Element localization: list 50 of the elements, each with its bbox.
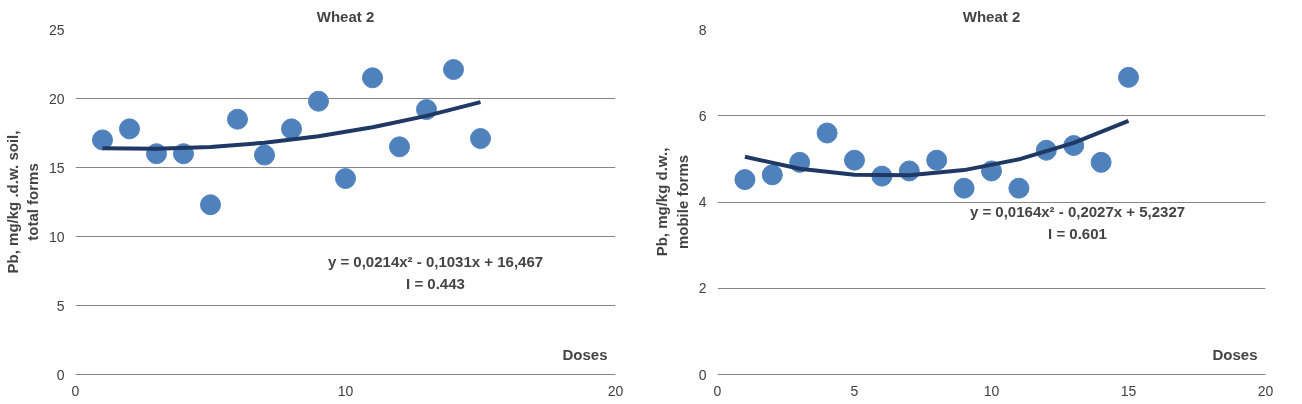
x-tick-label: 20 (1257, 382, 1274, 399)
point (926, 149, 948, 171)
point (200, 194, 221, 216)
annotation: I = 0.443 (406, 274, 465, 292)
y-tick-label: 4 (698, 194, 707, 210)
y-tick-label: 20 (48, 90, 65, 107)
y-tick-label: 0 (56, 366, 65, 383)
y-axis-title: Pb, mg/kg .d.w. soil, total forms (3, 130, 41, 274)
point (281, 118, 302, 140)
chart-title: Wheat 2 (962, 7, 1021, 25)
x-tick-label: 10 (337, 382, 354, 399)
point (470, 128, 491, 149)
point (1090, 151, 1112, 173)
y-tick-label: 8 (698, 21, 707, 38)
point (362, 67, 383, 89)
point (844, 149, 865, 171)
point (734, 169, 756, 191)
y-tick-label: 10 (48, 228, 65, 245)
point (443, 59, 464, 80)
y-tick-label: 6 (698, 107, 707, 124)
x-axis-title: Doses (1212, 345, 1258, 363)
point (1008, 177, 1030, 199)
point (119, 118, 140, 140)
y-axis-title: Pb, mg/kg d.w., mobile forms (653, 147, 691, 257)
y-tick-label: 5 (56, 297, 65, 314)
chart-title: Wheat 2 (316, 7, 375, 25)
point (953, 177, 975, 199)
x-axis-title: Doses (562, 345, 608, 363)
point (1118, 66, 1139, 88)
y-tick-label: 2 (698, 280, 707, 297)
point (816, 122, 838, 144)
annotation: y = 0,0164x² - 0,2027x + 5,2327 (969, 202, 1186, 220)
point (227, 108, 248, 130)
annotation: y = 0,0214x² - 0,1031x + 16,467 (327, 252, 544, 270)
x-tick-label: 0 (713, 382, 722, 399)
x-tick-label: 10 (983, 382, 1000, 399)
y-tick-label: 0 (698, 366, 707, 383)
point (389, 136, 410, 158)
x-tick-label: 0 (71, 382, 80, 399)
point (254, 144, 275, 166)
x-tick-label: 5 (850, 382, 859, 399)
point (761, 164, 783, 186)
point (335, 168, 356, 190)
point (308, 90, 329, 112)
x-tick-label: 20 (607, 382, 624, 399)
y-tick-label: 15 (48, 159, 65, 176)
annotation: I = 0.601 (1048, 224, 1107, 242)
x-tick-label: 15 (1120, 382, 1137, 399)
point (92, 129, 113, 151)
y-tick-label: 25 (48, 21, 65, 38)
